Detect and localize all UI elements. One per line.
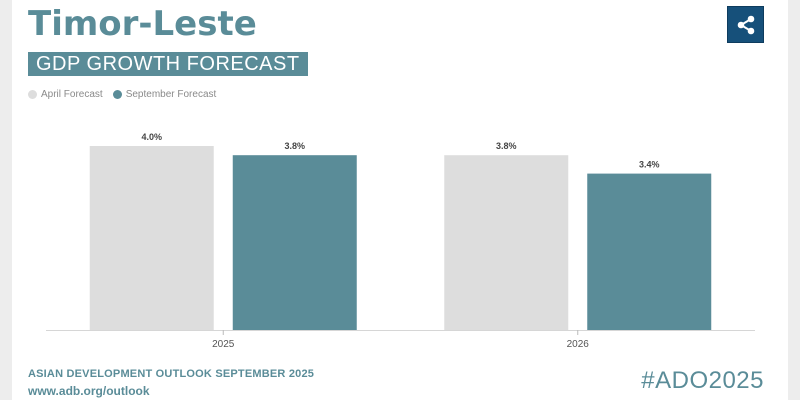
left-edge <box>0 0 12 400</box>
legend-label-april: April Forecast <box>41 89 103 100</box>
share-button[interactable] <box>727 6 764 43</box>
bar-april-2026 <box>444 155 569 330</box>
x-tick-label-2025: 2025 <box>212 339 235 350</box>
legend-swatch-april <box>28 90 37 99</box>
legend-item-september: September Forecast <box>112 89 217 100</box>
outlook-link[interactable]: www.adb.org/outlook <box>28 384 150 398</box>
bar-april-2025 <box>89 146 214 330</box>
data-label-april-2026: 3.8% <box>496 141 517 151</box>
chart-subtitle: GDP GROWTH FORECAST <box>28 52 308 76</box>
hashtag-label: #ADO2025 <box>641 367 764 394</box>
legend-label-september: September Forecast <box>125 89 217 100</box>
data-label-september-2026: 3.4% <box>639 160 660 170</box>
legend-item-april: April Forecast <box>28 89 103 100</box>
data-label-april-2025: 4.0% <box>141 132 162 142</box>
publication-name: ASIAN DEVELOPMENT OUTLOOK SEPTEMBER 2025 <box>28 368 315 380</box>
x-tick-label-2026: 2026 <box>567 339 590 350</box>
data-label-september-2025: 3.8% <box>284 141 305 151</box>
chart-legend: April Forecast September Forecast <box>28 89 226 100</box>
footer-credits: ASIAN DEVELOPMENT OUTLOOK SEPTEMBER 2025… <box>28 366 314 400</box>
page-title: Timor-Leste <box>28 4 257 44</box>
bar-september-2025 <box>232 155 357 330</box>
share-icon <box>737 15 754 34</box>
legend-swatch-september <box>112 90 122 99</box>
right-edge <box>788 0 800 400</box>
bar-september-2026 <box>587 173 712 330</box>
